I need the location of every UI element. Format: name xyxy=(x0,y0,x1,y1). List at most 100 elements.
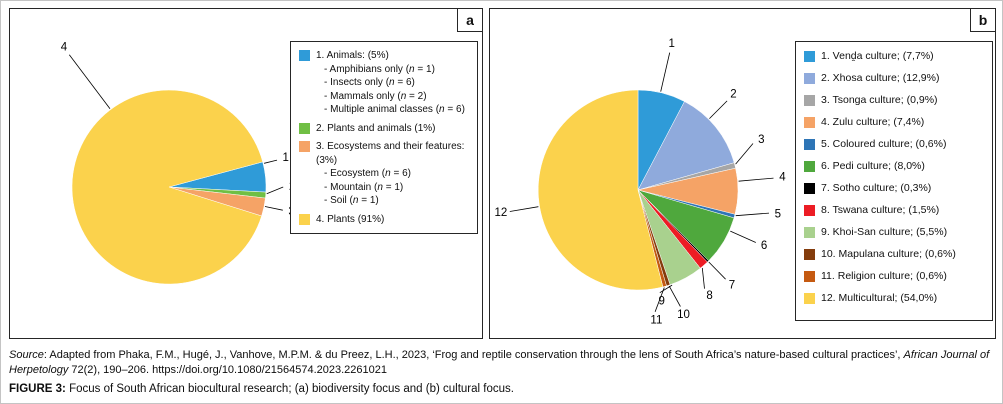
label-leader-line xyxy=(264,206,283,211)
legend-cultural: 1. Venḓa culture; (7,7%) 2. Xhosa culture… xyxy=(795,41,993,321)
slice-number-label: 2 xyxy=(730,89,736,101)
legend-swatch xyxy=(804,161,815,172)
journal-title: African Journal of Herpetology xyxy=(9,349,990,376)
legend-label: 3. Tsonga culture; (0,9%) xyxy=(821,93,984,107)
legend-title: 11. Religion culture; (0,6%) xyxy=(821,270,947,282)
legend-subitem: - Ecosystem (n = 6) xyxy=(324,168,411,179)
legend-item: 6. Pedi culture; (8,0%) xyxy=(804,159,984,173)
legend-label: 1. Animals: (5%) - Amphibians only (n = 1… xyxy=(316,49,469,117)
slice-number-label: 8 xyxy=(706,290,712,302)
legend-label: 11. Religion culture; (0,6%) xyxy=(821,269,984,283)
legend-label: 12. Multicultural; (54,0%) xyxy=(821,291,984,305)
legend-subitem: - Mountain (n = 1) xyxy=(324,181,404,193)
legend-item: 2. Xhosa culture; (12,9%) xyxy=(804,71,984,85)
legend-title: 2. Xhosa culture; (12,9%) xyxy=(821,72,940,84)
legend-title: 2. Plants and animals (1%) xyxy=(316,122,436,134)
legend-biodiversity: 1. Animals: (5%) - Amphibians only (n = 1… xyxy=(290,41,478,234)
legend-swatch xyxy=(299,141,310,152)
legend-subitem: - Mammals only (n = 2) xyxy=(324,90,427,102)
slice-number-label: 4 xyxy=(779,171,786,183)
source-text: : Adapted from Phaka, F.M., Hugé, J., Va… xyxy=(43,349,904,361)
legend-item: 4. Zulu culture; (7,4%) xyxy=(804,115,984,129)
legend-title: 8. Tswana culture; (1,5%) xyxy=(821,204,940,216)
legend-swatch xyxy=(804,139,815,150)
figure-caption-text: Focus of South African biocultural resea… xyxy=(65,383,514,396)
legend-swatch xyxy=(299,213,310,225)
legend-title: 3. Ecosystems and their features: (3%) xyxy=(316,141,465,166)
legend-title: 7. Sotho culture; (0,3%) xyxy=(821,182,932,194)
panel-b-corner-label: b xyxy=(970,8,996,32)
legend-subitem: - Multiple animal classes (n = 6) xyxy=(324,104,465,115)
label-leader-line xyxy=(68,54,111,110)
label-leader-line xyxy=(701,267,705,289)
slice-number-label: 7 xyxy=(729,280,735,292)
label-leader-line xyxy=(654,287,665,312)
legend-swatch xyxy=(299,50,310,61)
caption-block: Source: Adapted from Phaka, F.M., Hugé, … xyxy=(9,348,994,397)
legend-item: 3. Tsonga culture; (0,9%) xyxy=(804,93,984,107)
legend-swatch xyxy=(299,122,310,134)
label-leader-line xyxy=(735,143,754,165)
legend-label: 6. Pedi culture; (8,0%) xyxy=(821,159,984,173)
label-leader-line xyxy=(738,177,774,182)
pie-slice-4 xyxy=(71,89,264,285)
legend-subitem: - Soil (n = 1) xyxy=(324,195,379,206)
legend-item: 7. Sotho culture; (0,3%) xyxy=(804,181,984,195)
legend-item: 1. Venḓa culture; (7,7%) xyxy=(804,49,984,63)
panel-b-cultural: 1 2 3 4 5 6 7 8 9 10 11 12 b 1. Venḓa culture; (7,7… xyxy=(489,8,996,339)
legend-label: 5. Coloured culture; (0,6%) xyxy=(821,137,984,151)
label-leader-line xyxy=(659,284,673,294)
slice-number-label: 1 xyxy=(282,152,288,164)
label-leader-line xyxy=(266,186,284,195)
label-leader-line xyxy=(708,261,726,280)
source-tail: 72(2), 190–206. https://doi.org/10.1080/… xyxy=(68,363,387,376)
source-note: Source: Adapted from Phaka, F.M., Hugé, … xyxy=(9,348,994,377)
legend-item: 3. Ecosystems and their features: (3%) - … xyxy=(299,140,469,208)
legend-label: 8. Tswana culture; (1,5%) xyxy=(821,203,984,217)
legend-title: 4. Plants (91%) xyxy=(316,213,385,225)
legend-label: 9. Khoi-San culture; (5,5%) xyxy=(821,225,984,239)
legend-swatch xyxy=(804,227,815,238)
legend-swatch xyxy=(804,249,815,260)
legend-title: 6. Pedi culture; (8,0%) xyxy=(821,160,925,172)
pie-slice-12 xyxy=(537,89,664,291)
legend-title: 3. Tsonga culture; (0,9%) xyxy=(821,94,938,106)
legend-label: 10. Mapulana culture; (0,6%) xyxy=(821,247,984,261)
legend-title: 12. Multicultural; (54,0%) xyxy=(821,292,938,304)
legend-title: 5. Coloured culture; (0,6%) xyxy=(821,138,947,150)
legend-swatch xyxy=(804,117,815,128)
legend-title: 1. Venḓa culture; (7,7%) xyxy=(821,50,934,62)
legend-item: 11. Religion culture; (0,6%) xyxy=(804,269,984,283)
slice-number-label: 10 xyxy=(677,309,690,321)
label-leader-line xyxy=(264,159,278,164)
label-leader-line xyxy=(709,100,728,119)
legend-swatch xyxy=(804,271,815,282)
legend-item: 2. Plants and animals (1%) xyxy=(299,122,469,136)
slice-number-label: 4 xyxy=(61,42,68,54)
panel-a-corner-label: a xyxy=(457,8,483,32)
slice-number-label: 3 xyxy=(758,134,764,146)
legend-title: 4. Zulu culture; (7,4%) xyxy=(821,116,925,128)
label-leader-line xyxy=(660,52,671,92)
legend-label: 3. Ecosystems and their features: (3%) - … xyxy=(316,140,469,208)
legend-item: 10. Mapulana culture; (0,6%) xyxy=(804,247,984,261)
legend-label: 2. Plants and animals (1%) xyxy=(316,122,469,136)
legend-swatch xyxy=(804,73,815,84)
legend-item: 12. Multicultural; (54,0%) xyxy=(804,291,984,305)
slice-number-label: 1 xyxy=(668,38,674,50)
legend-swatch xyxy=(804,51,815,62)
legend-item: 1. Animals: (5%) - Amphibians only (n = 1… xyxy=(299,49,469,117)
slice-number-label: 9 xyxy=(658,296,664,308)
legend-label: 1. Venḓa culture; (7,7%) xyxy=(821,49,984,63)
legend-label: 4. Plants (91%) xyxy=(316,213,469,227)
legend-item: 9. Khoi-San culture; (5,5%) xyxy=(804,225,984,239)
legend-swatch xyxy=(804,205,815,216)
figure-label: FIGURE 3: xyxy=(9,383,66,396)
legend-item: 5. Coloured culture; (0,6%) xyxy=(804,137,984,151)
legend-label: 7. Sotho culture; (0,3%) xyxy=(821,181,984,195)
pie-slice-2 xyxy=(637,101,735,191)
slice-number-label: 12 xyxy=(495,207,508,219)
